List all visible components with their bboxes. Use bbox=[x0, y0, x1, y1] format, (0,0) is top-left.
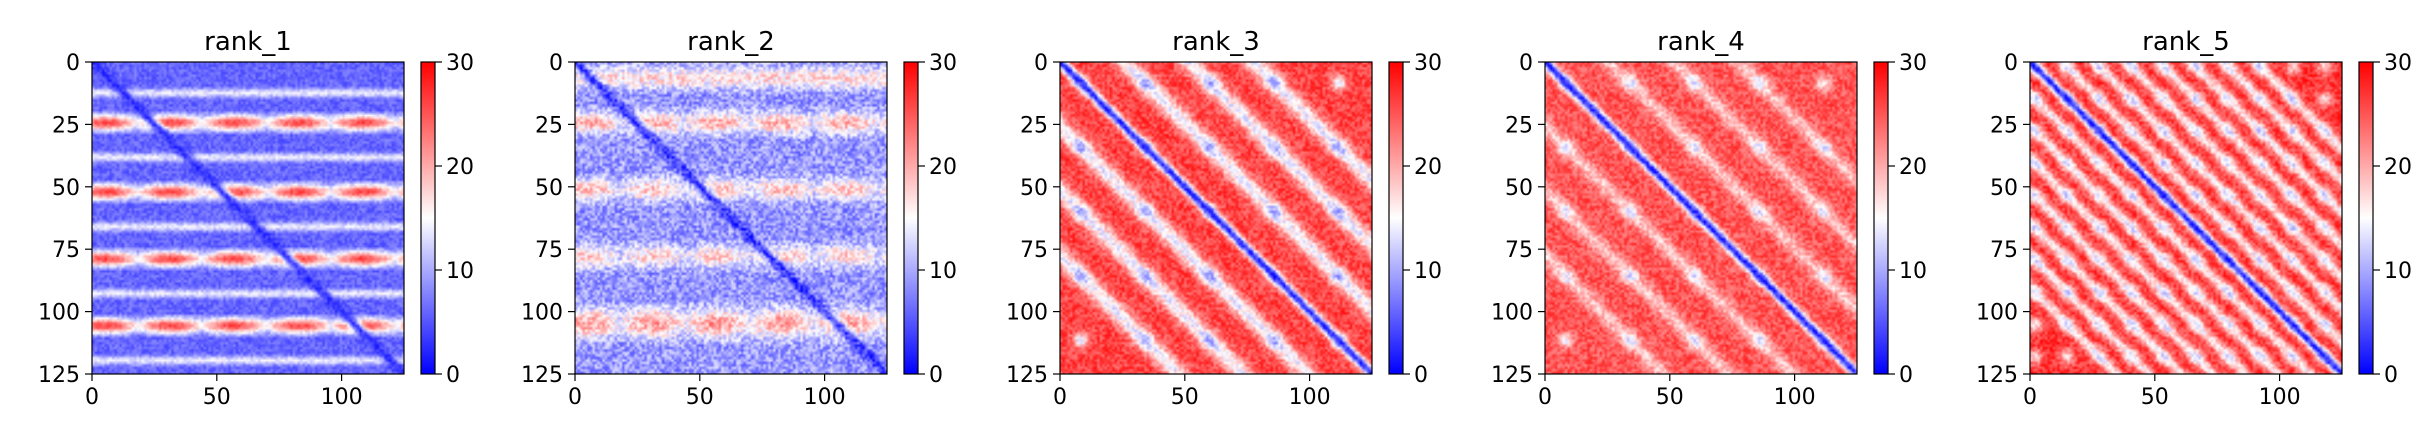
chart-title: rank_4 bbox=[1657, 27, 1745, 57]
y-tick-label: 50 bbox=[535, 176, 563, 201]
chart-title: rank_3 bbox=[1172, 27, 1260, 57]
y-tick-label: 125 bbox=[38, 363, 80, 388]
y-tick-label: 75 bbox=[535, 238, 563, 263]
y-tick-label: 0 bbox=[2004, 51, 2018, 76]
heatmap-image bbox=[2030, 62, 2342, 374]
y-tick-label: 0 bbox=[1034, 51, 1048, 76]
x-tick-label: 0 bbox=[85, 385, 99, 410]
heatmap-image bbox=[1060, 62, 1372, 374]
colorbar-tick-label: 20 bbox=[929, 155, 957, 180]
colorbar bbox=[1389, 62, 1403, 374]
colorbar-tick-label: 0 bbox=[2384, 363, 2398, 388]
colorbar-tick-label: 30 bbox=[446, 51, 474, 76]
heatmap-image bbox=[92, 62, 404, 374]
y-tick-label: 125 bbox=[1491, 363, 1533, 388]
colorbar bbox=[1874, 62, 1888, 374]
x-tick-label: 0 bbox=[1538, 385, 1552, 410]
colorbar-tick-label: 0 bbox=[1414, 363, 1428, 388]
colorbar-tick-label: 0 bbox=[446, 363, 460, 388]
colorbar-tick-label: 0 bbox=[1899, 363, 1913, 388]
y-tick-label: 125 bbox=[1006, 363, 1048, 388]
chart-title: rank_2 bbox=[687, 27, 775, 57]
y-tick-label: 100 bbox=[1491, 301, 1533, 326]
y-tick-label: 25 bbox=[1990, 113, 2018, 138]
colorbar-tick-label: 30 bbox=[1899, 51, 1927, 76]
colorbar-tick-label: 20 bbox=[1414, 155, 1442, 180]
colorbar-tick-label: 10 bbox=[929, 259, 957, 284]
y-tick-label: 100 bbox=[1976, 301, 2018, 326]
y-tick-label: 0 bbox=[66, 51, 80, 76]
colorbar-tick-label: 30 bbox=[1414, 51, 1442, 76]
colorbar-tick-label: 10 bbox=[446, 259, 474, 284]
x-tick-label: 100 bbox=[1774, 385, 1816, 410]
y-tick-label: 125 bbox=[1976, 363, 2018, 388]
y-tick-label: 100 bbox=[521, 301, 563, 326]
x-tick-label: 50 bbox=[686, 385, 714, 410]
y-tick-label: 50 bbox=[1020, 176, 1048, 201]
chart-title: rank_5 bbox=[2142, 27, 2230, 57]
x-tick-label: 0 bbox=[1053, 385, 1067, 410]
y-tick-label: 50 bbox=[52, 176, 80, 201]
colorbar bbox=[904, 62, 918, 374]
y-tick-label: 0 bbox=[549, 51, 563, 76]
colorbar-tick-label: 30 bbox=[929, 51, 957, 76]
colorbar-tick-label: 20 bbox=[2384, 155, 2412, 180]
y-tick-label: 100 bbox=[38, 301, 80, 326]
colorbar-tick-label: 10 bbox=[1414, 259, 1442, 284]
x-tick-label: 100 bbox=[2259, 385, 2301, 410]
colorbar-tick-label: 30 bbox=[2384, 51, 2412, 76]
heatmap-image bbox=[575, 62, 887, 374]
x-tick-label: 50 bbox=[1656, 385, 1684, 410]
y-tick-label: 75 bbox=[1990, 238, 2018, 263]
x-tick-label: 50 bbox=[1171, 385, 1199, 410]
y-tick-label: 25 bbox=[1505, 113, 1533, 138]
y-tick-label: 75 bbox=[52, 238, 80, 263]
y-tick-label: 125 bbox=[521, 363, 563, 388]
y-tick-label: 25 bbox=[535, 113, 563, 138]
colorbar-tick-label: 0 bbox=[929, 363, 943, 388]
y-tick-label: 25 bbox=[1020, 113, 1048, 138]
colorbar-tick-label: 10 bbox=[2384, 259, 2412, 284]
colorbar bbox=[2359, 62, 2373, 374]
x-tick-label: 0 bbox=[2023, 385, 2037, 410]
y-tick-label: 50 bbox=[1990, 176, 2018, 201]
x-tick-label: 100 bbox=[804, 385, 846, 410]
colorbar-tick-label: 10 bbox=[1899, 259, 1927, 284]
x-tick-label: 50 bbox=[203, 385, 231, 410]
colorbar-tick-label: 20 bbox=[1899, 155, 1927, 180]
x-tick-label: 100 bbox=[1289, 385, 1331, 410]
colorbar bbox=[421, 62, 435, 374]
x-tick-label: 100 bbox=[321, 385, 363, 410]
colorbar-tick-label: 20 bbox=[446, 155, 474, 180]
y-tick-label: 50 bbox=[1505, 176, 1533, 201]
y-tick-label: 25 bbox=[52, 113, 80, 138]
x-tick-label: 0 bbox=[568, 385, 582, 410]
y-tick-label: 75 bbox=[1505, 238, 1533, 263]
x-tick-label: 50 bbox=[2141, 385, 2169, 410]
y-tick-label: 0 bbox=[1519, 51, 1533, 76]
y-tick-label: 100 bbox=[1006, 301, 1048, 326]
chart-title: rank_1 bbox=[204, 27, 292, 57]
heatmap-image bbox=[1545, 62, 1857, 374]
y-tick-label: 75 bbox=[1020, 238, 1048, 263]
